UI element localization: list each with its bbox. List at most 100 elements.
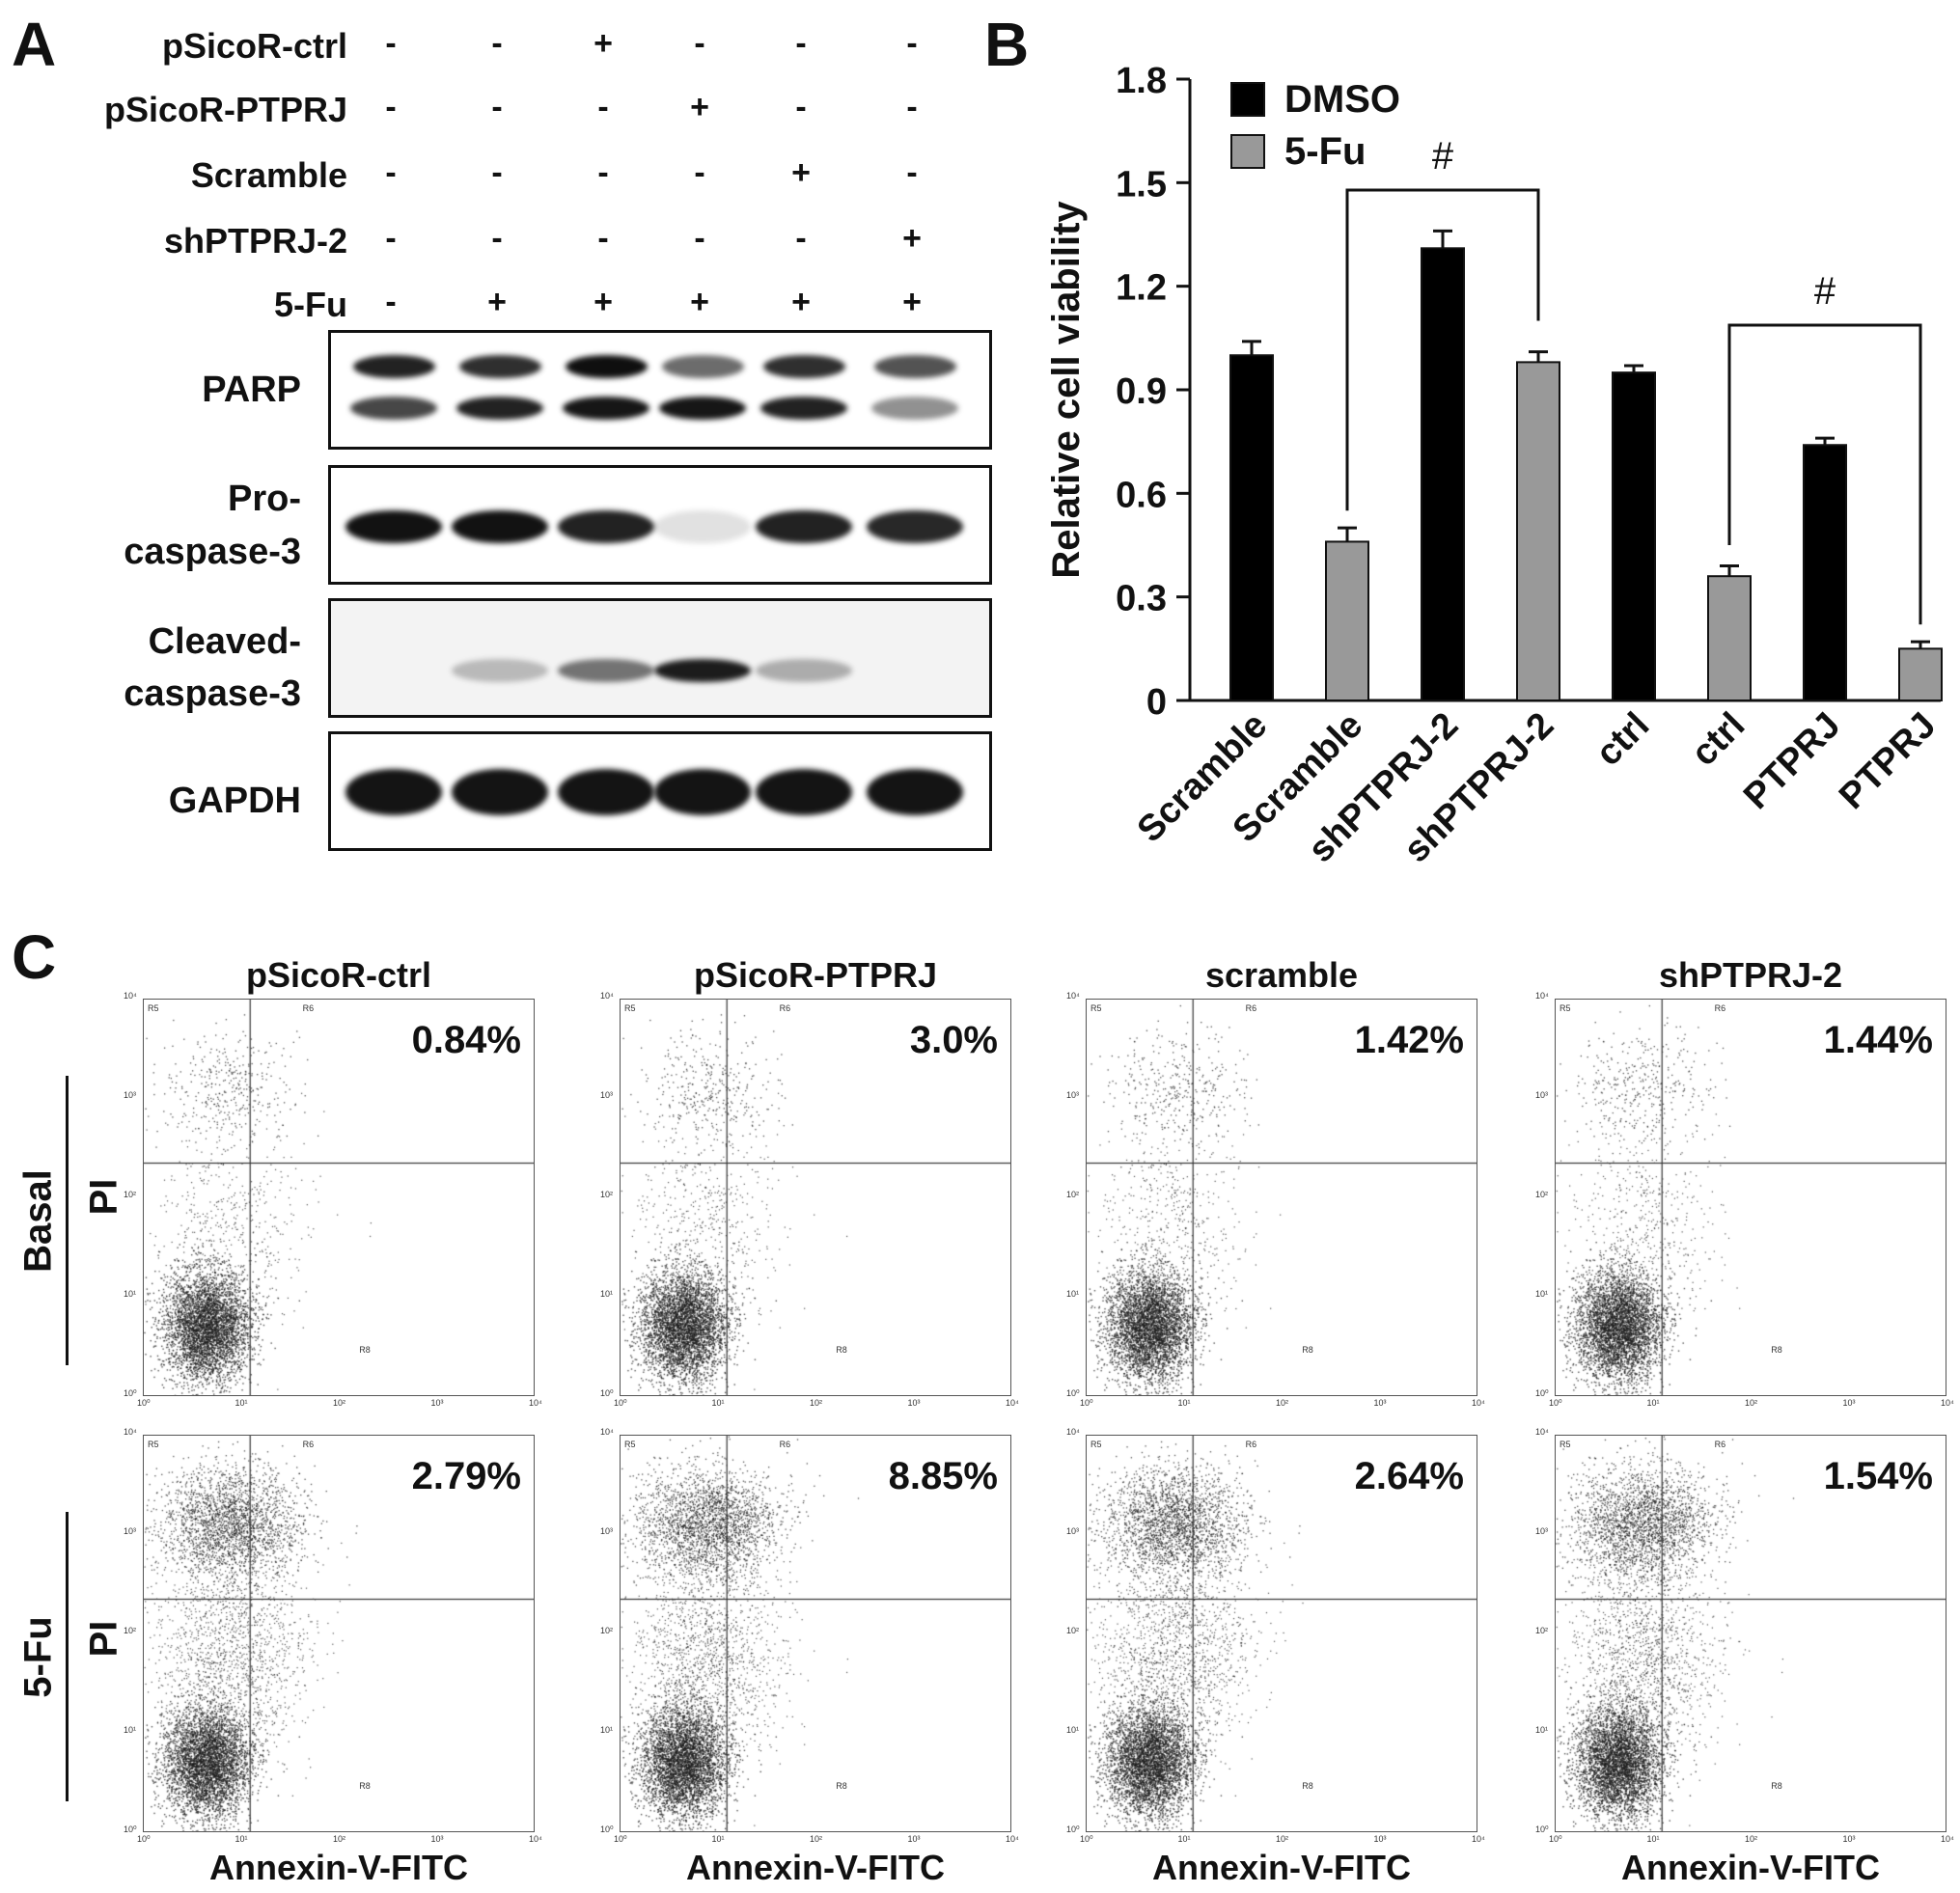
region-label: R6 — [1245, 1440, 1257, 1449]
panel-letter-a: A — [12, 10, 57, 79]
legend-swatch — [1230, 82, 1265, 117]
flow-y-tick-label: 10⁰ — [124, 1824, 137, 1834]
flow-x-axis-title: Annexin-V-FITC — [209, 1848, 468, 1887]
y-tick-label: 0.6 — [1116, 475, 1167, 515]
flow-y-tick-label: 10¹ — [1535, 1725, 1549, 1735]
blot-band — [452, 659, 548, 682]
blot-band — [873, 355, 956, 378]
flow-y-tick-label: 10² — [1066, 1626, 1080, 1635]
region-label: R7 — [667, 1781, 679, 1792]
blot-image — [328, 598, 992, 718]
treatment-sign: + — [791, 284, 811, 320]
blot-band — [345, 769, 442, 815]
bar-chart-cell-viability: 0 0.3 0.6 0.9 1.2 1.5 1.8 Relative cell viabili… — [1045, 61, 1944, 870]
y-tick-label: 0.3 — [1116, 579, 1167, 619]
bar-dmso — [1803, 444, 1847, 701]
panel-letter-c: C — [12, 922, 57, 992]
flow-x-tick-label: 10³ — [1373, 1398, 1387, 1408]
legend-swatch — [1230, 134, 1265, 169]
flow-x-tick-label: 10¹ — [1177, 1834, 1191, 1844]
y-tick-label: 0 — [1146, 682, 1167, 723]
flow-x-tick-label: 10² — [1745, 1398, 1758, 1408]
bar-5-fu — [1516, 361, 1560, 701]
flow-x-tick-label: 10⁴ — [529, 1834, 542, 1844]
flow-scatter-plot: 3.0% R5 R6 R7 R8 — [620, 999, 1011, 1396]
quadrant-percentage: 1.44% — [1823, 1019, 1933, 1061]
quadrant-percentage: 0.84% — [411, 1019, 521, 1061]
quadrant-percentage: 2.64% — [1354, 1455, 1464, 1497]
flow-x-tick-label: 10⁰ — [1080, 1398, 1093, 1408]
region-label: R6 — [302, 1440, 315, 1449]
blot-band — [352, 355, 435, 378]
flow-y-tick-label: 10³ — [1066, 1090, 1080, 1100]
treatment-sign: - — [385, 220, 397, 257]
blot-band — [756, 769, 852, 815]
bar-5-fu — [1707, 575, 1752, 702]
flow-y-tick-label: 10² — [124, 1626, 137, 1635]
flow-y-tick-label: 10⁰ — [1066, 1824, 1080, 1834]
bar-5-fu — [1898, 647, 1943, 701]
bar-5-fu — [1325, 540, 1369, 702]
flow-x-tick-label: 10² — [333, 1834, 346, 1844]
flow-y-tick-label: 10¹ — [1066, 1289, 1080, 1299]
flow-column-title: shPTPRJ-2 — [1658, 955, 1843, 995]
blot-image — [328, 731, 992, 851]
region-label: R5 — [624, 1003, 636, 1013]
flow-y-tick-label: 10¹ — [600, 1725, 614, 1735]
flow-y-tick-label: 10¹ — [124, 1725, 137, 1735]
flow-y-tick-label: 10² — [600, 1626, 614, 1635]
flow-y-tick-label: 10⁰ — [124, 1388, 137, 1398]
region-label: R6 — [779, 1440, 791, 1449]
treatment-sign: - — [597, 220, 609, 257]
region-label: R8 — [1302, 1345, 1313, 1356]
significance-marker: # — [1814, 270, 1836, 313]
region-label: R8 — [359, 1345, 371, 1356]
treatment-sign: - — [597, 89, 609, 125]
treatment-label: pSicoR-ctrl — [161, 26, 347, 66]
treatment-sign: - — [795, 25, 807, 62]
flow-x-tick-label: 10³ — [907, 1398, 921, 1408]
flow-x-tick-label: 10² — [1745, 1834, 1758, 1844]
flow-x-tick-label: 10⁴ — [1472, 1834, 1485, 1844]
flow-y-tick-label: 10⁰ — [600, 1388, 614, 1398]
treatment-label: pSicoR-PTPRJ — [103, 90, 347, 129]
blot-band — [565, 355, 648, 378]
treatment-sign: - — [694, 220, 705, 257]
treatment-sign: - — [906, 154, 918, 191]
flow-y-tick-label: 10³ — [1535, 1090, 1549, 1100]
panel-letter-b: B — [984, 10, 1030, 79]
treatment-sign: - — [906, 25, 918, 62]
region-label: R6 — [1714, 1003, 1726, 1013]
flow-y-axis-title: PI — [82, 1620, 125, 1658]
flow-y-tick-label: 10² — [124, 1190, 137, 1199]
region-label: R5 — [1090, 1440, 1102, 1449]
flow-x-tick-label: 10³ — [430, 1834, 444, 1844]
treatment-sign: - — [385, 154, 397, 191]
region-label: R5 — [148, 1003, 159, 1013]
treatment-sign: + — [690, 284, 709, 320]
flow-scatter-plot: 8.85% R5 R6 R7 R8 — [620, 1435, 1011, 1832]
region-label: R6 — [1714, 1440, 1726, 1449]
flow-y-tick-label: 10³ — [1066, 1526, 1080, 1536]
flow-x-tick-label: 10⁰ — [137, 1834, 151, 1844]
region-label: R8 — [836, 1781, 847, 1792]
treatment-sign: - — [795, 89, 807, 125]
blot-band — [458, 355, 541, 378]
flow-y-tick-label: 10³ — [600, 1526, 614, 1536]
blot-image — [328, 465, 992, 585]
flow-x-tick-label: 10⁴ — [1941, 1834, 1954, 1844]
flow-column-title: pSicoR-PTPRJ — [693, 955, 938, 995]
region-label: R5 — [624, 1440, 636, 1449]
flow-x-tick-label: 10⁰ — [1080, 1834, 1093, 1844]
blot-band — [456, 397, 543, 420]
flow-y-tick-label: 10³ — [1535, 1526, 1549, 1536]
flow-scatter-plot: 1.42% R5 R6 R7 R8 — [1086, 999, 1477, 1396]
blot-band — [654, 659, 751, 682]
region-label: R8 — [359, 1781, 371, 1792]
flow-column-title: scramble — [1204, 955, 1359, 995]
treatment-sign: - — [385, 89, 397, 125]
flow-x-tick-label: 10³ — [907, 1834, 921, 1844]
legend-label: 5-Fu — [1284, 130, 1366, 173]
blot-band — [871, 397, 958, 420]
treatment-sign: + — [902, 220, 922, 257]
